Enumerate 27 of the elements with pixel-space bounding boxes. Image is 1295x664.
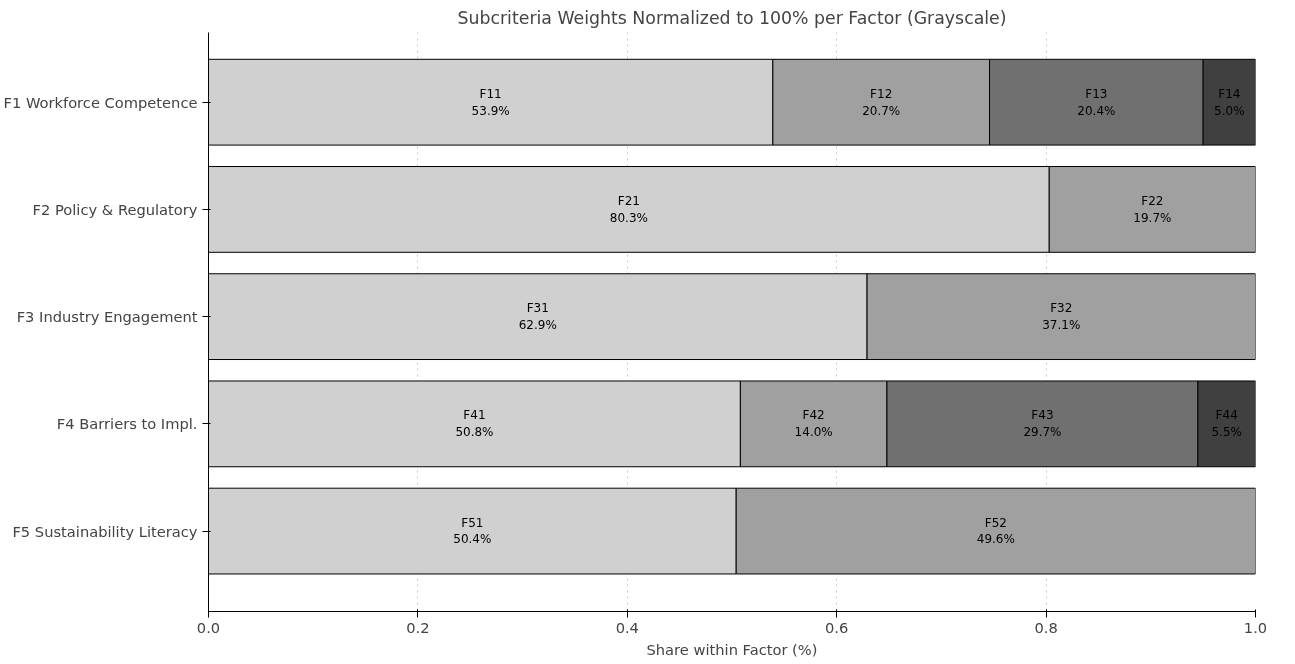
data-label: F41 50.8% <box>455 408 494 440</box>
data-label: F31 62.9% <box>518 301 557 333</box>
y-tick-label: F5 Sustainability Literacy <box>12 522 198 540</box>
data-label: F52 49.6% <box>976 515 1015 547</box>
x-tick-label: 0.4 <box>615 618 639 636</box>
x-tick-label: 1.0 <box>1243 618 1268 636</box>
data-label: F32 37.1% <box>1042 301 1081 333</box>
y-tick-label: F3 Industry Engagement <box>16 308 198 326</box>
y-tick-label: F1 Workforce Competence <box>3 93 198 111</box>
data-label: F43 29.7% <box>1023 408 1062 440</box>
x-tick-label: 0.8 <box>1034 618 1058 636</box>
data-label: F13 20.4% <box>1077 86 1116 118</box>
data-label: F21 80.3% <box>609 194 648 225</box>
data-label: F42 14.0% <box>794 408 833 440</box>
data-label: F14 5.0% <box>1214 86 1245 118</box>
data-label: F11 53.9% <box>471 86 510 118</box>
data-label: F51 50.4% <box>453 515 492 547</box>
data-label: F12 20.7% <box>862 86 901 118</box>
chart-title: Subcriteria Weights Normalized to 100% per Factor (Grayscale) <box>457 7 1007 28</box>
x-tick-label: 0.2 <box>406 618 430 636</box>
data-label: F44 5.5% <box>1211 408 1242 440</box>
y-tick-label: F4 Barriers to Impl. <box>56 415 198 433</box>
y-tick-label: F2 Policy & Regulatory <box>32 200 198 218</box>
x-tick-label: 0.0 <box>196 618 221 636</box>
x-axis-title: Share within Factor (%) <box>646 640 818 658</box>
data-label: F22 19.7% <box>1133 194 1172 225</box>
x-tick-label: 0.6 <box>825 618 849 636</box>
